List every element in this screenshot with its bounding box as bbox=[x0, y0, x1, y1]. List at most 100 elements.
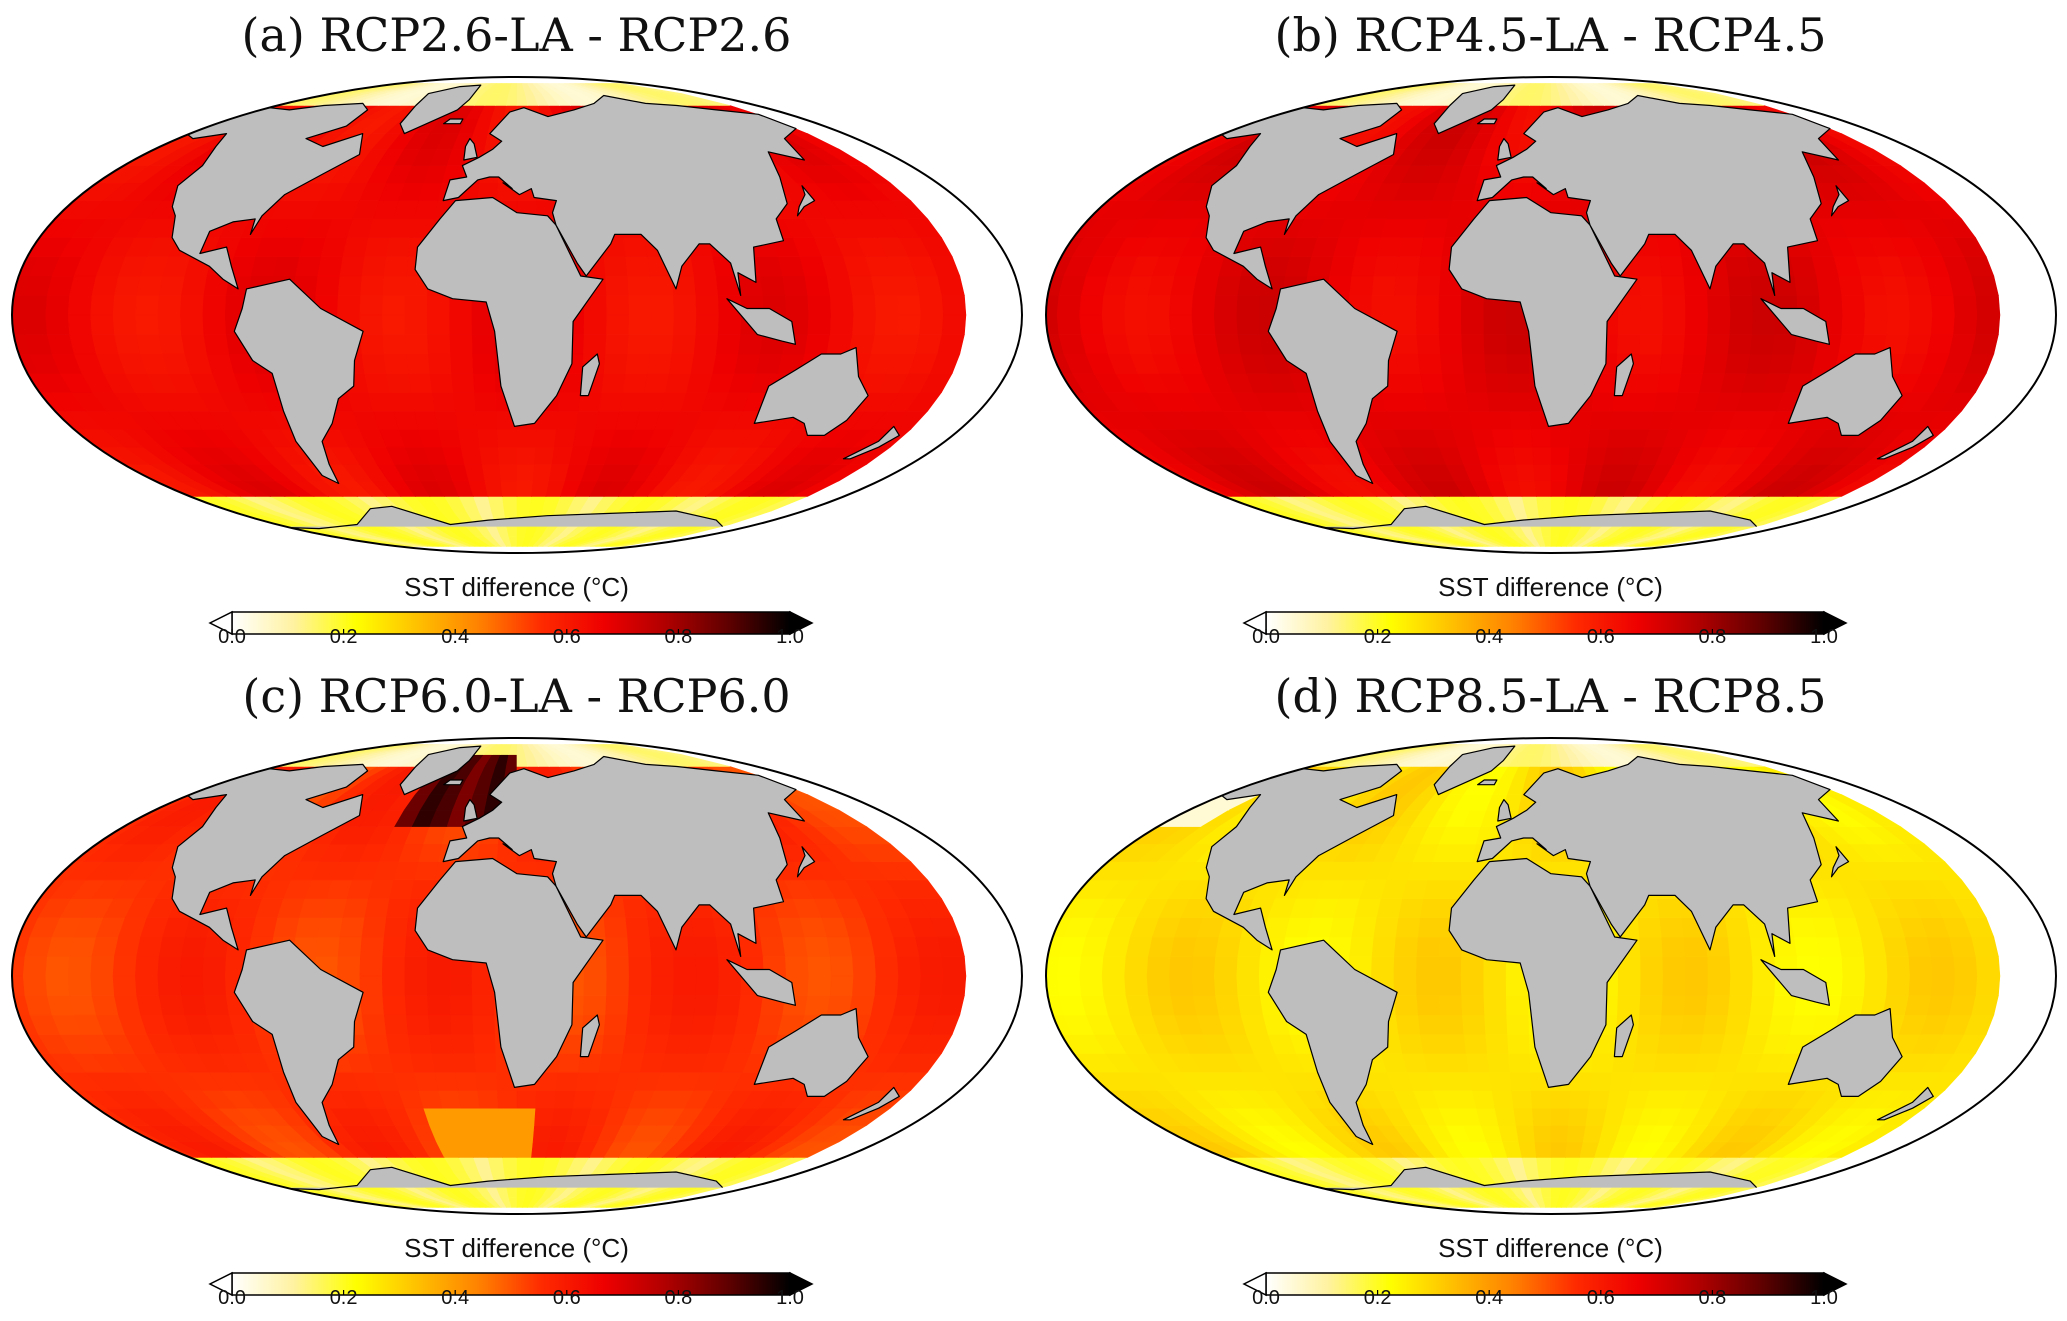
sst-cell bbox=[12, 917, 17, 938]
sst-cell bbox=[1639, 275, 1664, 296]
sst-cell bbox=[516, 1125, 535, 1143]
sst-cell bbox=[1838, 995, 1865, 1016]
sst-cell bbox=[605, 334, 630, 355]
sst-cell bbox=[136, 995, 164, 1016]
sst-cell bbox=[1416, 936, 1441, 957]
land-madagascar bbox=[579, 353, 600, 397]
sst-cell bbox=[49, 165, 99, 184]
sst-cell bbox=[1908, 975, 1933, 996]
colorbar-panel-b: SST difference (°C) 0.0 0.2 0.4 0.6 0.8 1.0 bbox=[1034, 572, 2067, 652]
sst-cell bbox=[1461, 995, 1485, 1016]
sst-cell bbox=[1420, 898, 1446, 918]
sst-cell bbox=[1617, 314, 1642, 335]
sst-cell bbox=[404, 295, 428, 316]
sst-cell bbox=[381, 295, 406, 316]
land-new-zealand bbox=[1876, 425, 1934, 460]
sst-cell bbox=[1371, 956, 1395, 977]
sst-cell bbox=[695, 975, 720, 996]
sst-cell bbox=[1284, 917, 1312, 938]
sst-cell bbox=[449, 975, 473, 996]
sst-cell bbox=[1533, 464, 1552, 482]
land-africa bbox=[414, 196, 604, 427]
sst-cell bbox=[428, 1014, 453, 1035]
sst-cell bbox=[404, 956, 428, 977]
colorbar-tick-label: 0.8 bbox=[664, 1287, 693, 1309]
sst-cell bbox=[1483, 975, 1507, 996]
sst-cell bbox=[12, 314, 26, 335]
sst-cell bbox=[1927, 995, 1954, 1016]
sst-cell bbox=[12, 1071, 46, 1091]
sst-cell bbox=[1415, 975, 1440, 996]
sst-cell bbox=[12, 1014, 17, 1035]
sst-cell bbox=[1046, 200, 1080, 220]
sst-cell bbox=[481, 1125, 502, 1143]
sst-cell bbox=[1124, 295, 1149, 316]
sst-cell bbox=[1550, 1107, 1571, 1126]
sst-cell bbox=[516, 464, 535, 482]
colorbar-max-arrow bbox=[1823, 610, 1848, 636]
sst-cell bbox=[829, 314, 855, 335]
sst-cell bbox=[361, 1014, 387, 1035]
sst-cell bbox=[1417, 1014, 1443, 1035]
sst-cell bbox=[1724, 1014, 1751, 1035]
sst-cell bbox=[1148, 334, 1175, 355]
sst-cell bbox=[471, 334, 496, 355]
panel-title: (c) RCP6.0-LA - RCP6.0 bbox=[242, 669, 791, 723]
sst-cell bbox=[1415, 314, 1440, 335]
sst-cell bbox=[893, 334, 920, 355]
sst-cell bbox=[112, 975, 138, 996]
sst-cell bbox=[364, 1034, 391, 1054]
sst-cell bbox=[1536, 496, 1552, 512]
sst-cell bbox=[431, 1053, 456, 1073]
sst-cell bbox=[202, 975, 227, 996]
sst-cell bbox=[114, 334, 141, 355]
sst-cell bbox=[1568, 446, 1589, 465]
sst-cell bbox=[1351, 917, 1378, 938]
sst-cell bbox=[474, 392, 497, 412]
sst-cell bbox=[516, 1157, 532, 1173]
sst-cell bbox=[1236, 956, 1261, 977]
sst-cell bbox=[1707, 956, 1731, 977]
sst-cell bbox=[1724, 353, 1751, 374]
sst-cell bbox=[80, 148, 131, 166]
sst-cell bbox=[1215, 275, 1242, 296]
sst-cell bbox=[575, 1071, 600, 1091]
sst-cell bbox=[1639, 334, 1664, 355]
sst-cell bbox=[1640, 295, 1664, 316]
sst-cell bbox=[1863, 956, 1889, 977]
sst-cell bbox=[1927, 936, 1954, 957]
sst-cell bbox=[1751, 314, 1776, 335]
sst-cell bbox=[785, 295, 810, 316]
sst-cell bbox=[1486, 1053, 1511, 1073]
sst-cell bbox=[1908, 956, 1933, 977]
sst-cell bbox=[179, 314, 205, 335]
sst-cell bbox=[1550, 1090, 1572, 1109]
sst-cell bbox=[1550, 429, 1572, 448]
sst-cell bbox=[179, 956, 205, 977]
sst-cell bbox=[1702, 353, 1729, 374]
land-greenland bbox=[399, 84, 482, 135]
sst-cell bbox=[693, 275, 719, 296]
sst-cell bbox=[1103, 936, 1131, 957]
sst-cell bbox=[1816, 275, 1843, 296]
sst-cell bbox=[426, 956, 451, 977]
sst-cell bbox=[434, 410, 459, 430]
sst-cell bbox=[69, 275, 97, 296]
sst-cell bbox=[203, 995, 230, 1016]
sst-cell bbox=[496, 1090, 518, 1109]
sst-cell bbox=[1637, 1014, 1663, 1035]
sst-cell bbox=[1213, 956, 1239, 977]
sst-cell bbox=[405, 1014, 431, 1035]
sst-cell bbox=[359, 956, 384, 977]
colorbar-tick-label: 0.0 bbox=[1252, 626, 1280, 648]
sst-cell bbox=[1886, 314, 1911, 335]
sst-cell bbox=[500, 1141, 518, 1158]
sst-cell bbox=[1124, 975, 1149, 996]
sst-cell bbox=[1046, 373, 1064, 393]
sst-cell bbox=[405, 353, 431, 374]
sst-cell bbox=[1039, 1034, 1042, 1053]
sst-cell bbox=[91, 334, 119, 355]
sst-cell bbox=[1056, 295, 1082, 316]
sst-cell bbox=[738, 334, 764, 355]
sst-cell bbox=[1438, 995, 1463, 1016]
